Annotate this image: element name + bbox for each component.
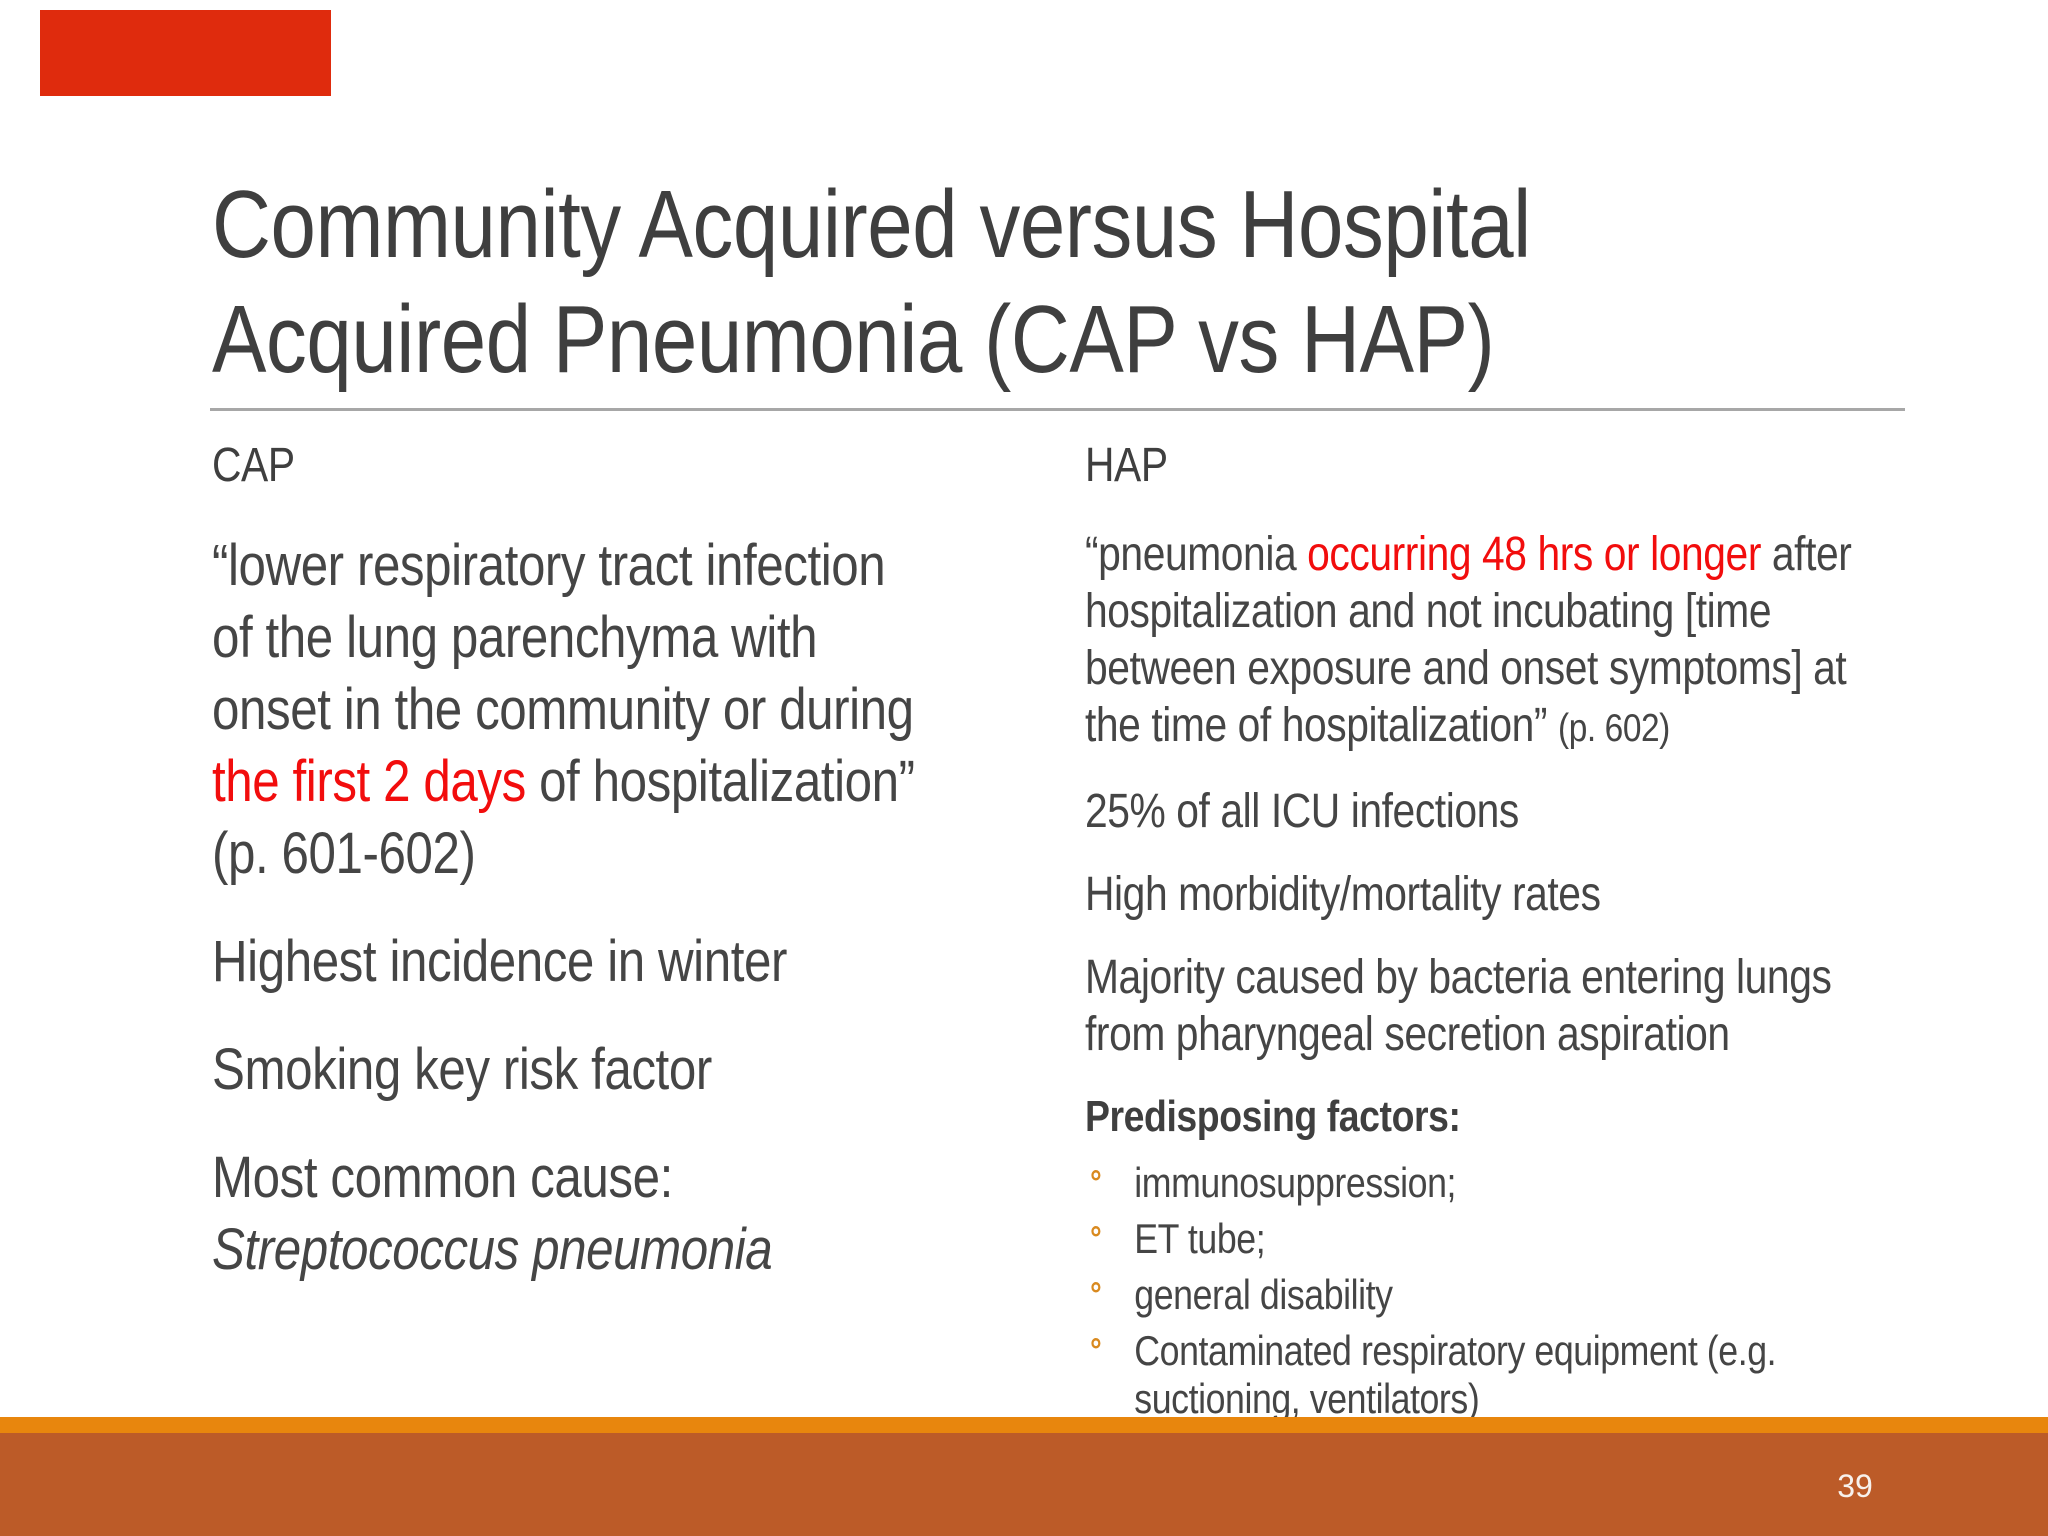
cap-quote: “lower respiratory tract infection of th…	[212, 530, 1190, 890]
footer-accent-strip	[0, 1417, 2048, 1433]
cause-species: Streptococcus pneumonia	[212, 1217, 773, 1282]
bullet-marker: °	[1090, 1276, 1102, 1314]
list-item: ° general disability	[1085, 1271, 2048, 1319]
bullet-marker: °	[1090, 1164, 1102, 1202]
title-area: Community Acquired versus Hospital Acqui…	[212, 167, 2048, 397]
predisposing-heading: Predisposing factors:	[1085, 1092, 1461, 1141]
hap-quote-text-post: after hospitalization and not incubating…	[1085, 528, 1852, 752]
hap-quote-highlight: occurring 48 hrs or longer	[1307, 528, 1761, 581]
cap-heading: CAP	[212, 439, 295, 492]
title-divider	[210, 408, 1905, 411]
cap-quote-text-post: of hospitalization” (p. 601-602)	[212, 749, 915, 886]
predisposing-item-et-tube: ET tube;	[1134, 1215, 1266, 1262]
hap-quote-citation: (p. 602)	[1557, 706, 1670, 750]
hap-point-icu: 25% of all ICU infections	[1085, 785, 1519, 838]
page-title: Community Acquired versus Hospital Acqui…	[212, 171, 1531, 393]
corner-accent-block	[40, 10, 331, 96]
list-item: ° ET tube;	[1085, 1215, 2048, 1263]
predisposing-item-disability: general disability	[1134, 1271, 1393, 1318]
cap-quote-text-pre: “lower respiratory tract infection of th…	[212, 533, 914, 742]
cap-cause: Most common cause: Streptococcus pneumoni…	[212, 1142, 1190, 1286]
footer-bar	[0, 1433, 2048, 1536]
hap-point-morbidity: High morbidity/mortality rates	[1085, 868, 1601, 921]
list-item: ° immunosuppression;	[1085, 1159, 2048, 1207]
hap-column: HAP “pneumonia occurring 48 hrs or longe…	[1085, 436, 2048, 1431]
hap-quote-text-pre: “pneumonia	[1085, 528, 1308, 581]
slide-number: 39	[1837, 1468, 1873, 1504]
hap-point-bacteria: Majority caused by bacteria entering lun…	[1085, 951, 1832, 1061]
cap-point-smoking: Smoking key risk factor	[212, 1037, 712, 1102]
hap-quote: “pneumonia occurring 48 hrs or longer af…	[1085, 526, 2048, 757]
cap-column: CAP “lower respiratory tract infection o…	[212, 436, 1190, 1286]
bullet-marker: °	[1090, 1332, 1102, 1370]
cap-quote-highlight: the first 2 days	[212, 749, 526, 814]
predisposing-list: ° immunosuppression; ° ET tube; ° genera…	[1085, 1159, 2048, 1423]
predisposing-item-equipment: Contaminated respiratory equipment (e.g.…	[1134, 1327, 1777, 1422]
cap-point-winter: Highest incidence in winter	[212, 929, 787, 994]
hap-heading: HAP	[1085, 439, 1168, 492]
list-item: ° Contaminated respiratory equipment (e.…	[1085, 1327, 2048, 1423]
predisposing-item-immunosuppression: immunosuppression;	[1134, 1159, 1457, 1206]
cause-label: Most common cause:	[212, 1145, 673, 1210]
bullet-marker: °	[1090, 1220, 1102, 1258]
